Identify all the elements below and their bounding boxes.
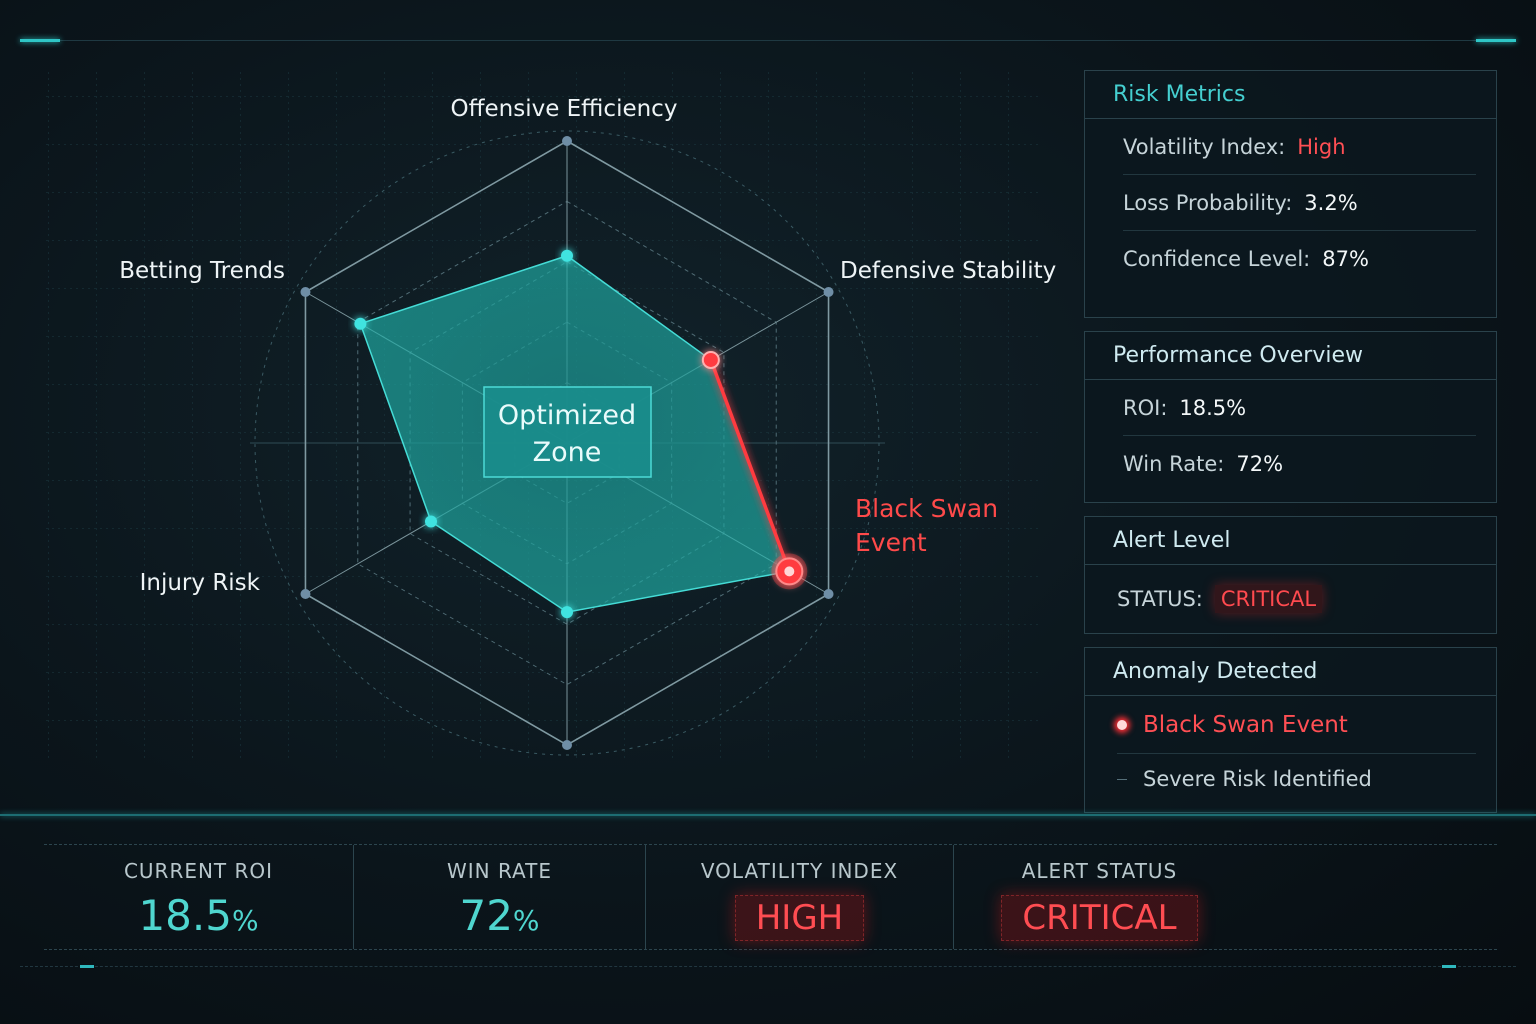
risk-metrics-panel: Risk Metrics Volatility Index: High Loss…: [1084, 70, 1497, 318]
loss-probability-value: 3.2%: [1304, 190, 1358, 215]
stat-roi-number: 18.5: [138, 891, 232, 940]
data-point: [561, 249, 573, 262]
stat-alert-value: CRITICAL: [1001, 895, 1198, 941]
performance-title: Performance Overview: [1085, 332, 1496, 380]
stats-bar: CURRENT ROI 18.5% WIN RATE 72% VOLATILIT…: [44, 844, 1497, 950]
axis-label-injury: Injury Risk: [140, 570, 261, 596]
dash-icon: [1117, 778, 1127, 780]
radar-chart: Offensive Efficiency Defensive Stability…: [44, 70, 1056, 762]
stat-win-number: 72: [459, 891, 513, 940]
alert-dot-icon: [1117, 719, 1127, 730]
roi-value: 18.5%: [1179, 395, 1247, 420]
data-point: [354, 317, 367, 330]
confidence-value: 87%: [1322, 247, 1369, 271]
confidence-label: Confidence Level:: [1123, 247, 1311, 271]
stat-win-unit: %: [512, 904, 540, 937]
win-rate-value: 72%: [1236, 452, 1284, 476]
top-divider: [20, 39, 1516, 42]
axis-endpoint: [300, 589, 311, 599]
anomaly-event-text: Black Swan Event: [1143, 711, 1348, 738]
loss-probability-row: Loss Probability: 3.2%: [1123, 175, 1476, 231]
bottom-divider: [0, 814, 1536, 816]
stat-vol-label: VOLATILITY INDEX: [700, 859, 899, 883]
win-rate-label: Win Rate:: [1123, 452, 1225, 476]
optimized-zone-badge: Optimized Zone: [483, 386, 652, 478]
alert-panel: Alert Level STATUS: CRITICAL: [1084, 516, 1497, 634]
win-rate-row: Win Rate: 72%: [1123, 436, 1476, 492]
axis-label-offensive: Offensive Efficiency: [451, 96, 678, 122]
roi-row: ROI: 18.5%: [1123, 380, 1476, 436]
zone-label-line1: Optimized: [498, 400, 636, 431]
black-swan-core: [784, 566, 795, 577]
alert-status-label: STATUS:: [1117, 587, 1203, 611]
anomaly-line: [709, 359, 791, 572]
zone-label-line2: Zone: [533, 437, 602, 468]
volatility-label: Volatility Index:: [1123, 134, 1286, 159]
alert-status-badge: CRITICAL: [1214, 585, 1323, 613]
stat-vol-value: HIGH: [734, 895, 865, 941]
alert-status-row: STATUS: CRITICAL: [1117, 565, 1476, 633]
anomaly-detail-row: Severe Risk Identified: [1117, 754, 1476, 804]
anomaly-detail-text: Severe Risk Identified: [1143, 767, 1372, 791]
stat-roi-unit: %: [231, 904, 259, 937]
axis-endpoint: [823, 287, 834, 297]
stat-roi-label: CURRENT ROI: [123, 859, 274, 883]
stat-alert: ALERT STATUS CRITICAL: [953, 845, 1245, 949]
axis-endpoint: [562, 136, 572, 146]
loss-probability-label: Loss Probability:: [1123, 190, 1293, 215]
stat-current-roi: CURRENT ROI 18.5%: [44, 845, 353, 949]
anomaly-event-row: Black Swan Event: [1117, 696, 1476, 754]
performance-panel: Performance Overview ROI: 18.5% Win Rate…: [1084, 331, 1497, 503]
roi-label: ROI:: [1123, 395, 1168, 420]
data-point: [561, 606, 573, 619]
volatility-value: High: [1297, 134, 1346, 159]
anomaly-label-line1: Black Swan: [855, 494, 998, 523]
axis-endpoint: [562, 740, 572, 750]
data-point: [424, 515, 437, 528]
confidence-row: Confidence Level: 87%: [1123, 231, 1476, 287]
anomaly-title: Anomaly Detected: [1085, 648, 1496, 696]
stat-roi-value: 18.5%: [44, 891, 353, 940]
stat-volatility: VOLATILITY INDEX HIGH: [645, 845, 953, 949]
axis-endpoint: [300, 287, 311, 297]
anomaly-panel: Anomaly Detected Black Swan Event Severe…: [1084, 647, 1497, 813]
alert-title: Alert Level: [1085, 517, 1496, 565]
axis-label-betting: Betting Trends: [119, 258, 285, 284]
footer-divider: [20, 965, 1516, 968]
stat-win-label: WIN RATE: [446, 859, 553, 883]
anomaly-label-line2: Event: [855, 528, 927, 557]
stat-alert-label: ALERT STATUS: [1021, 859, 1178, 883]
volatility-row: Volatility Index: High: [1123, 119, 1476, 175]
axis-endpoint: [823, 589, 834, 599]
anomaly-point: [701, 350, 720, 369]
stat-win-rate: WIN RATE 72%: [353, 845, 645, 949]
stat-win-value: 72%: [354, 891, 645, 940]
risk-metrics-title: Risk Metrics: [1085, 71, 1496, 119]
axis-label-defensive: Defensive Stability: [840, 258, 1056, 284]
